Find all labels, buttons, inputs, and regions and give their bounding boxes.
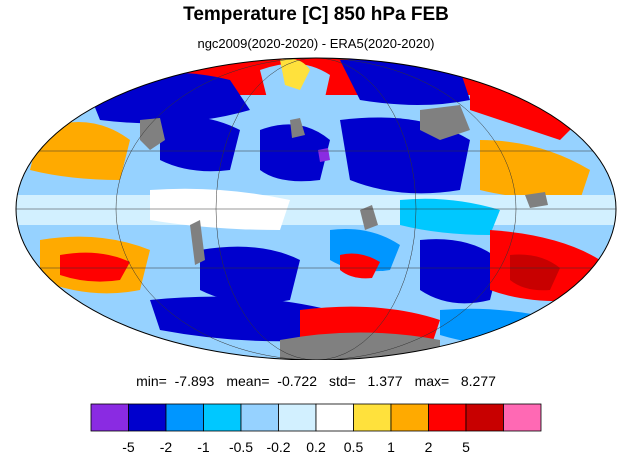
map-outline (15, 57, 617, 360)
map-subtitle: ngc2009(2020-2020) - ERA5(2020-2020) (197, 36, 435, 51)
colorbar-swatch (428, 403, 467, 432)
stat-mean: mean= -0.722 (226, 373, 317, 389)
colorbar-swatch (390, 403, 429, 432)
temperature-difference-map (15, 57, 617, 360)
stats-line: min= -7.893 mean= -0.722 std= 1.377 max= 8.… (0, 373, 632, 389)
map-title: Temperature [C] 850 hPa FEB (183, 4, 449, 25)
colorbar-swatch (353, 403, 392, 432)
colorbar-swatch (503, 403, 542, 432)
colorbar-label: 2 (425, 439, 433, 455)
colorbar-label: -0.2 (266, 439, 290, 455)
map-graticule (16, 58, 616, 360)
colorbar-label: -5 (122, 439, 135, 455)
colorbar-swatch (315, 403, 354, 432)
colorbar-swatch (203, 403, 242, 432)
colorbar-swatch (90, 403, 129, 432)
colorbar-swatch (240, 403, 279, 432)
map-field (16, 58, 616, 360)
colorbar-swatch (465, 403, 504, 432)
colorbar-label: -2 (160, 439, 173, 455)
colorbar-label: 0.5 (344, 439, 364, 455)
colorbar-label: -0.5 (229, 439, 253, 455)
stat-min: min= -7.893 (136, 373, 215, 389)
stat-std: std= 1.377 (329, 373, 403, 389)
colorbar-label: 1 (387, 439, 395, 455)
colorbar-label: 0.2 (306, 439, 326, 455)
colorbar-swatch (278, 403, 317, 432)
stat-max: max= 8.277 (414, 373, 496, 389)
colorbar-swatch (128, 403, 167, 432)
colorbar-label: -1 (197, 439, 210, 455)
colorbar-swatch (165, 403, 204, 432)
colorbar-label: 5 (462, 439, 470, 455)
